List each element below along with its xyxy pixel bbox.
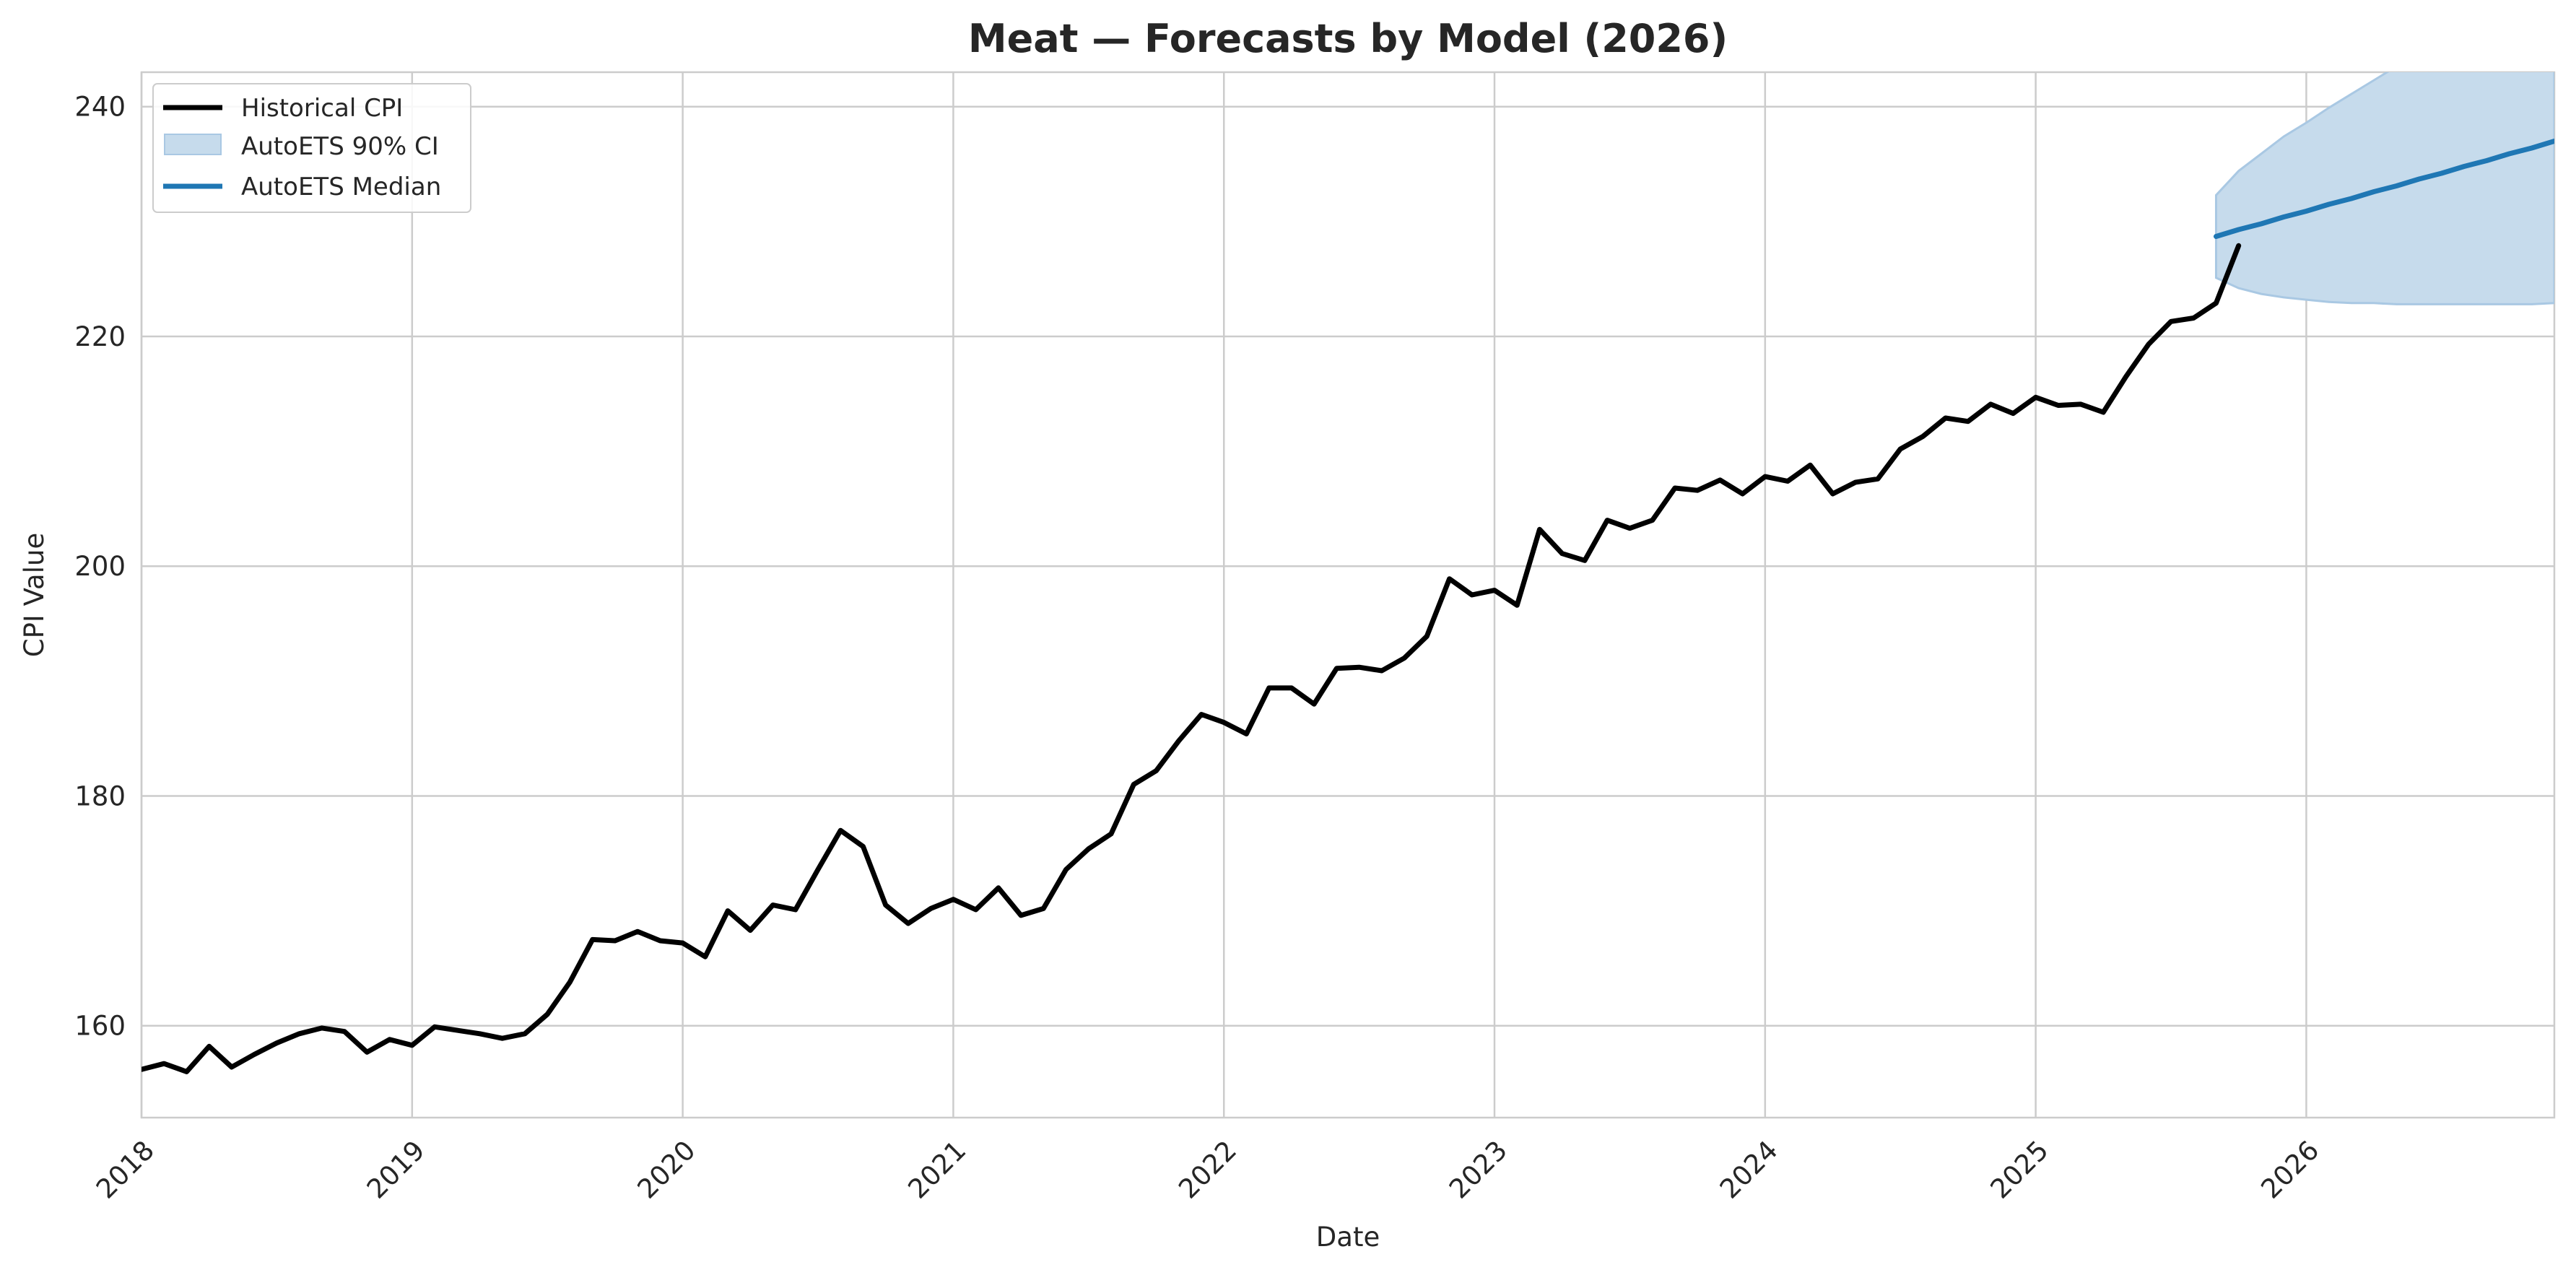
legend-label-median: AutoETS Median	[241, 173, 441, 201]
x-tick-label: 2021	[902, 1135, 972, 1205]
ci-band	[2215, 72, 2554, 305]
autoets-median-line	[2214, 139, 2554, 239]
plot-frame	[140, 71, 2556, 1119]
legend-label-ci: AutoETS 90% CI	[241, 132, 439, 161]
legend-swatch-ci	[164, 134, 222, 155]
x-axis-label: Date	[1316, 1222, 1380, 1253]
series-layer	[142, 72, 2554, 1074]
legend-label-historical: Historical CPI	[241, 94, 403, 123]
x-tick-label: 2024	[1714, 1135, 1784, 1205]
y-tick-label: 240	[74, 92, 126, 123]
y-tick-label: 200	[74, 551, 126, 582]
x-tick-label: 2019	[361, 1135, 431, 1205]
grid	[140, 72, 2554, 1118]
x-tick-label: 2018	[90, 1135, 160, 1205]
x-tick-label: 2020	[632, 1135, 702, 1205]
x-tick-label: 2025	[1985, 1135, 2055, 1205]
historical-cpi-line	[142, 243, 2242, 1074]
legend-box	[152, 83, 471, 213]
y-tick-label: 220	[74, 321, 126, 352]
x-tick-label: 2026	[2255, 1135, 2325, 1205]
x-tick-label: 2023	[1443, 1135, 1513, 1205]
chart-title: Meat — Forecasts by Model (2026)	[968, 16, 1728, 61]
legend: Historical CPI AutoETS 90% CI AutoETS Me…	[152, 83, 471, 213]
y-tick-label: 160	[74, 1011, 126, 1042]
y-tick-label: 180	[74, 780, 126, 811]
y-axis-label: CPI Value	[19, 533, 50, 657]
x-tick-label: 2022	[1172, 1135, 1243, 1205]
